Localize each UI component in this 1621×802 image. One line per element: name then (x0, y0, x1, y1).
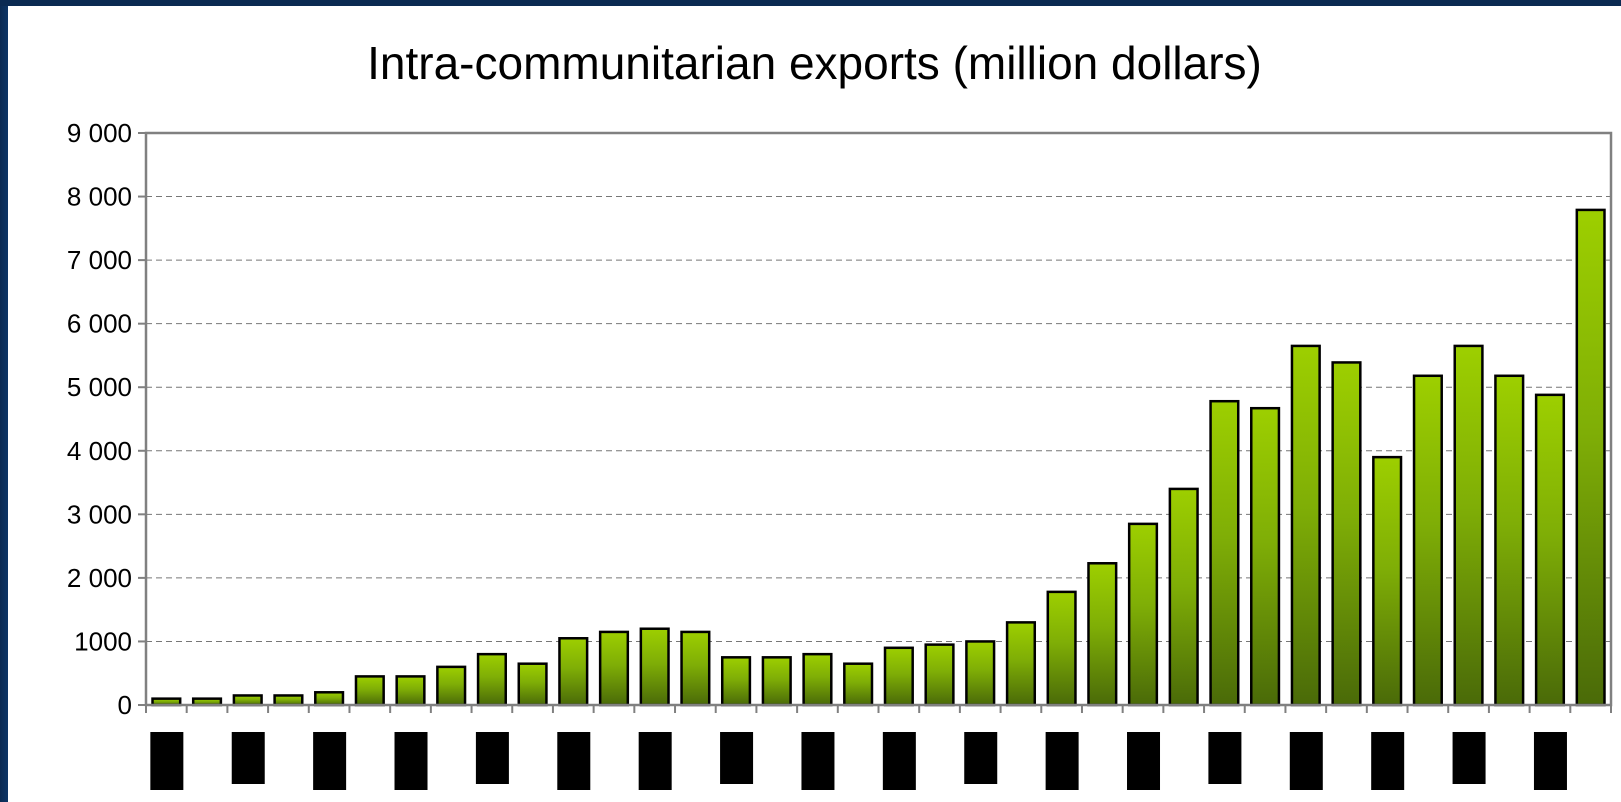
chart-title: Intra-communitarian exports (million dol… (367, 37, 1262, 89)
bar (1453, 344, 1484, 707)
bar (395, 675, 426, 707)
axes (144, 131, 1613, 707)
bar (517, 662, 548, 707)
plot-frame (144, 131, 1613, 707)
bar (761, 656, 792, 707)
x-label-redaction (638, 732, 672, 790)
x-label-redaction (1208, 732, 1242, 784)
x-label-redaction (394, 732, 428, 790)
bar (1209, 399, 1240, 707)
x-label-redaction (1452, 732, 1486, 784)
y-tick-label: 8 000 (67, 182, 132, 212)
bar (883, 646, 914, 707)
bar (843, 662, 874, 707)
x-label-redaction (882, 732, 916, 790)
bar (1046, 590, 1077, 707)
x-label-redaction (1371, 732, 1405, 790)
bar (1290, 344, 1321, 707)
x-label-redaction (1045, 732, 1079, 790)
x-label-redaction (557, 732, 591, 790)
bar (1575, 208, 1606, 707)
bar (273, 694, 304, 707)
bar (1534, 393, 1566, 707)
y-tick-label: 3 000 (67, 499, 132, 529)
x-label-redaction (720, 732, 754, 784)
x-label-redaction (1533, 732, 1567, 790)
bar (1250, 406, 1281, 707)
bar (965, 640, 996, 707)
window-frame-top (0, 0, 1621, 6)
bar (476, 652, 507, 707)
y-tick-label: 9 000 (67, 118, 132, 148)
bars (151, 208, 1606, 707)
x-label-redaction (231, 732, 265, 784)
bar (1412, 374, 1443, 707)
y-tick-label: 2 000 (67, 563, 132, 593)
x-label-redaction (475, 732, 509, 784)
bar (802, 652, 833, 707)
bar (720, 656, 752, 707)
bar (436, 665, 467, 707)
bar (1005, 621, 1037, 707)
bar (314, 691, 345, 707)
y-tick-label: 6 000 (67, 309, 132, 339)
x-label-redaction (964, 732, 998, 784)
bar (232, 694, 263, 707)
y-tick-label: 0 (118, 690, 132, 720)
bar (1372, 455, 1403, 707)
bar (1494, 374, 1525, 707)
bar (598, 630, 630, 707)
bar (354, 675, 385, 707)
bar (1127, 522, 1159, 707)
bar (1168, 487, 1199, 707)
y-axis-ticks: 0 1000 2 000 3 000 4 000 5 000 6 000 7 000 8 000… (67, 118, 146, 720)
x-label-redaction (150, 732, 184, 790)
bar (639, 627, 670, 707)
y-tick-label: 1000 (74, 626, 132, 656)
y-tick-label: 5 000 (67, 372, 132, 402)
grid-lines (146, 196, 1611, 642)
bar (924, 643, 955, 707)
bar (680, 630, 711, 707)
bar (1331, 361, 1362, 707)
bar (1087, 562, 1118, 707)
x-label-redaction (1127, 732, 1161, 790)
x-label-redaction (1289, 732, 1323, 790)
y-tick-label: 7 000 (67, 245, 132, 275)
y-tick-label: 4 000 (67, 436, 132, 466)
x-axis-ticks (145, 705, 1612, 713)
x-label-redactions (150, 732, 1567, 790)
bar (558, 637, 589, 707)
x-label-redaction (313, 732, 347, 790)
x-label-redaction (801, 732, 835, 790)
